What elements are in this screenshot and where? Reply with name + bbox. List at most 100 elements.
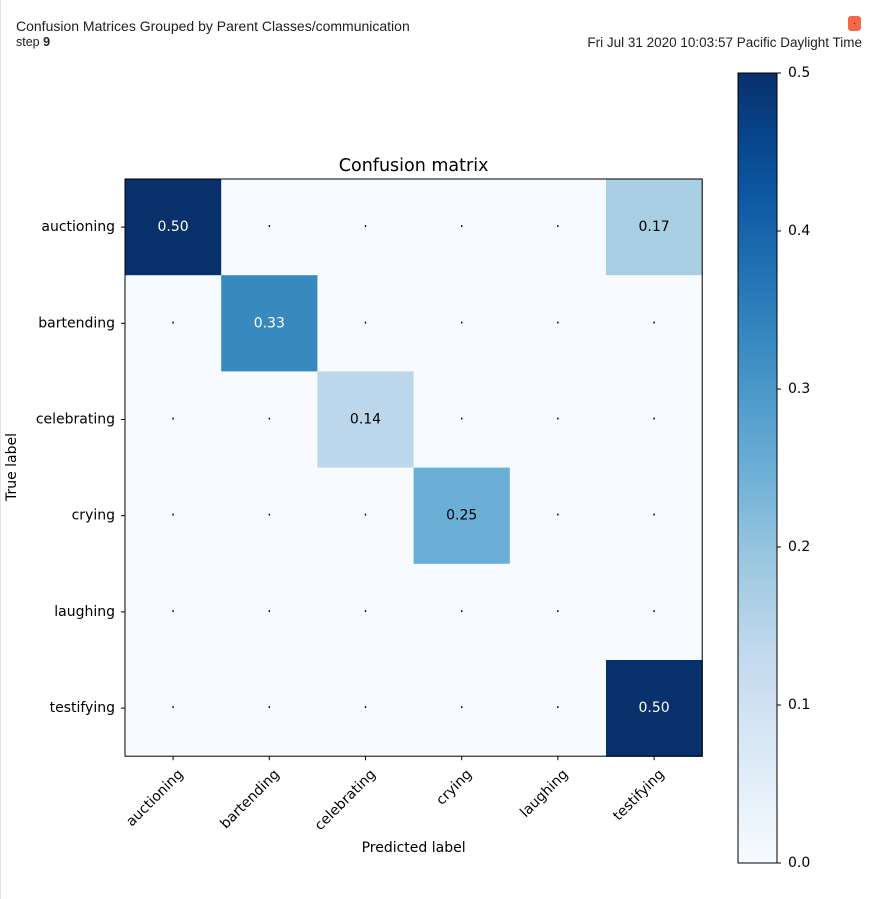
pin-marker-icon[interactable] (848, 16, 861, 31)
matrix-cell (221, 563, 318, 661)
matrix-cell (509, 371, 607, 469)
matrix-cell (221, 467, 318, 565)
cell-value-label: 0.25 (446, 508, 477, 524)
cell-value-label: 0.17 (639, 219, 670, 235)
colorbar-tick-label: 0.5 (788, 65, 810, 81)
colorbar-tick-label: 0.3 (788, 381, 810, 397)
matrix-cell (509, 467, 607, 565)
step-indicator: step 9 (16, 34, 50, 50)
cell-value-label: . (556, 600, 560, 616)
matrix-cell (509, 660, 607, 757)
cell-value-label: . (363, 696, 367, 712)
matrix-cell (125, 660, 222, 757)
y-tick-label: celebrating (36, 412, 115, 428)
matrix-cell (509, 179, 607, 276)
matrix-cell (221, 179, 318, 276)
y-axis-label: True label (4, 433, 20, 502)
matrix-cell (317, 179, 415, 276)
matrix-cell (413, 275, 511, 372)
matrix-cell (125, 179, 222, 276)
cell-value-label: 0.50 (639, 700, 670, 716)
card-header: Confusion Matrices Grouped by Parent Cla… (16, 17, 862, 57)
cell-value-label: . (556, 311, 560, 327)
matrix-frame (124, 178, 703, 757)
matrix-cell (413, 179, 511, 276)
cell-value-label: . (363, 215, 367, 231)
matrix-cell (317, 563, 415, 661)
matrix-cell (317, 371, 415, 469)
y-tick-label: bartending (38, 315, 115, 331)
y-tick-label: testifying (50, 700, 115, 716)
x-tick-label: laughing (517, 766, 571, 820)
y-tick-label: laughing (54, 604, 115, 620)
cell-value-label: . (652, 311, 656, 327)
y-tick-label: crying (72, 508, 115, 524)
matrix-cell (509, 275, 607, 372)
matrix-cell (606, 563, 703, 661)
matrix-cell (221, 660, 318, 757)
cell-value-label: . (171, 311, 175, 327)
step-label: step (16, 35, 40, 49)
cell-value-label: . (267, 215, 271, 231)
matrix-cell (125, 563, 222, 661)
colorbar-tick-label: 0.0 (788, 855, 810, 871)
cell-value-label: . (652, 408, 656, 424)
cell-value-label: 0.33 (254, 315, 285, 331)
cell-value-label: . (363, 600, 367, 616)
matrix-cell (606, 371, 703, 469)
matrix-cell (125, 467, 222, 565)
cell-value-label: . (459, 408, 463, 424)
matrix-cell (317, 660, 415, 757)
left-edge-divider (0, 0, 1, 899)
run-timestamp: Fri Jul 31 2020 10:03:57 Pacific Dayligh… (587, 35, 862, 50)
cell-value-label: . (363, 504, 367, 520)
cell-value-label: . (171, 504, 175, 520)
x-tick-label: celebrating (312, 766, 379, 833)
cell-value-label: . (459, 215, 463, 231)
cell-value-label: . (171, 696, 175, 712)
cell-value-label: . (556, 504, 560, 520)
matrix-cell (606, 660, 703, 757)
matrix-cell (413, 563, 511, 661)
cell-value-label: . (556, 408, 560, 424)
card-title: Confusion Matrices Grouped by Parent Cla… (16, 18, 410, 34)
colorbar-gradient (738, 73, 777, 863)
cell-value-label: . (171, 408, 175, 424)
matrix-cell (606, 179, 703, 276)
colorbar-frame (737, 72, 778, 864)
x-tick-label: testifying (610, 766, 668, 824)
cell-value-label: 0.14 (350, 412, 381, 428)
matrix-cell (317, 467, 415, 565)
cell-value-label: . (652, 504, 656, 520)
cell-value-label: . (556, 215, 560, 231)
cell-value-label: . (267, 408, 271, 424)
cell-value-label: . (171, 600, 175, 616)
matrix-cell (413, 467, 511, 565)
matrix-cell (413, 371, 511, 469)
cell-value-label: . (652, 600, 656, 616)
y-tick-label: auctioning (41, 219, 115, 235)
x-tick-label: bartending (217, 766, 283, 832)
colorbar-tick-label: 0.1 (788, 697, 810, 713)
cell-value-label: . (556, 696, 560, 712)
matrix-cell (413, 660, 511, 757)
matrix-cell (125, 275, 222, 372)
cell-value-label: . (459, 600, 463, 616)
chart-title: Confusion matrix (339, 156, 489, 176)
matrix-cell (221, 275, 318, 372)
cell-value-label: . (267, 600, 271, 616)
cell-value-label: . (459, 696, 463, 712)
colorbar-tick-label: 0.2 (788, 539, 810, 555)
matrix-cell (606, 275, 703, 372)
matrix-cell (317, 275, 415, 372)
matrix-cell (606, 467, 703, 565)
matrix-cell (125, 371, 222, 469)
x-tick-label: crying (433, 766, 475, 808)
cell-value-label: . (459, 311, 463, 327)
cell-value-label: . (363, 311, 367, 327)
matrix-cell (509, 563, 607, 661)
cell-value-label: 0.50 (158, 219, 189, 235)
cell-value-label: . (267, 504, 271, 520)
colorbar-tick-label: 0.4 (788, 223, 810, 239)
